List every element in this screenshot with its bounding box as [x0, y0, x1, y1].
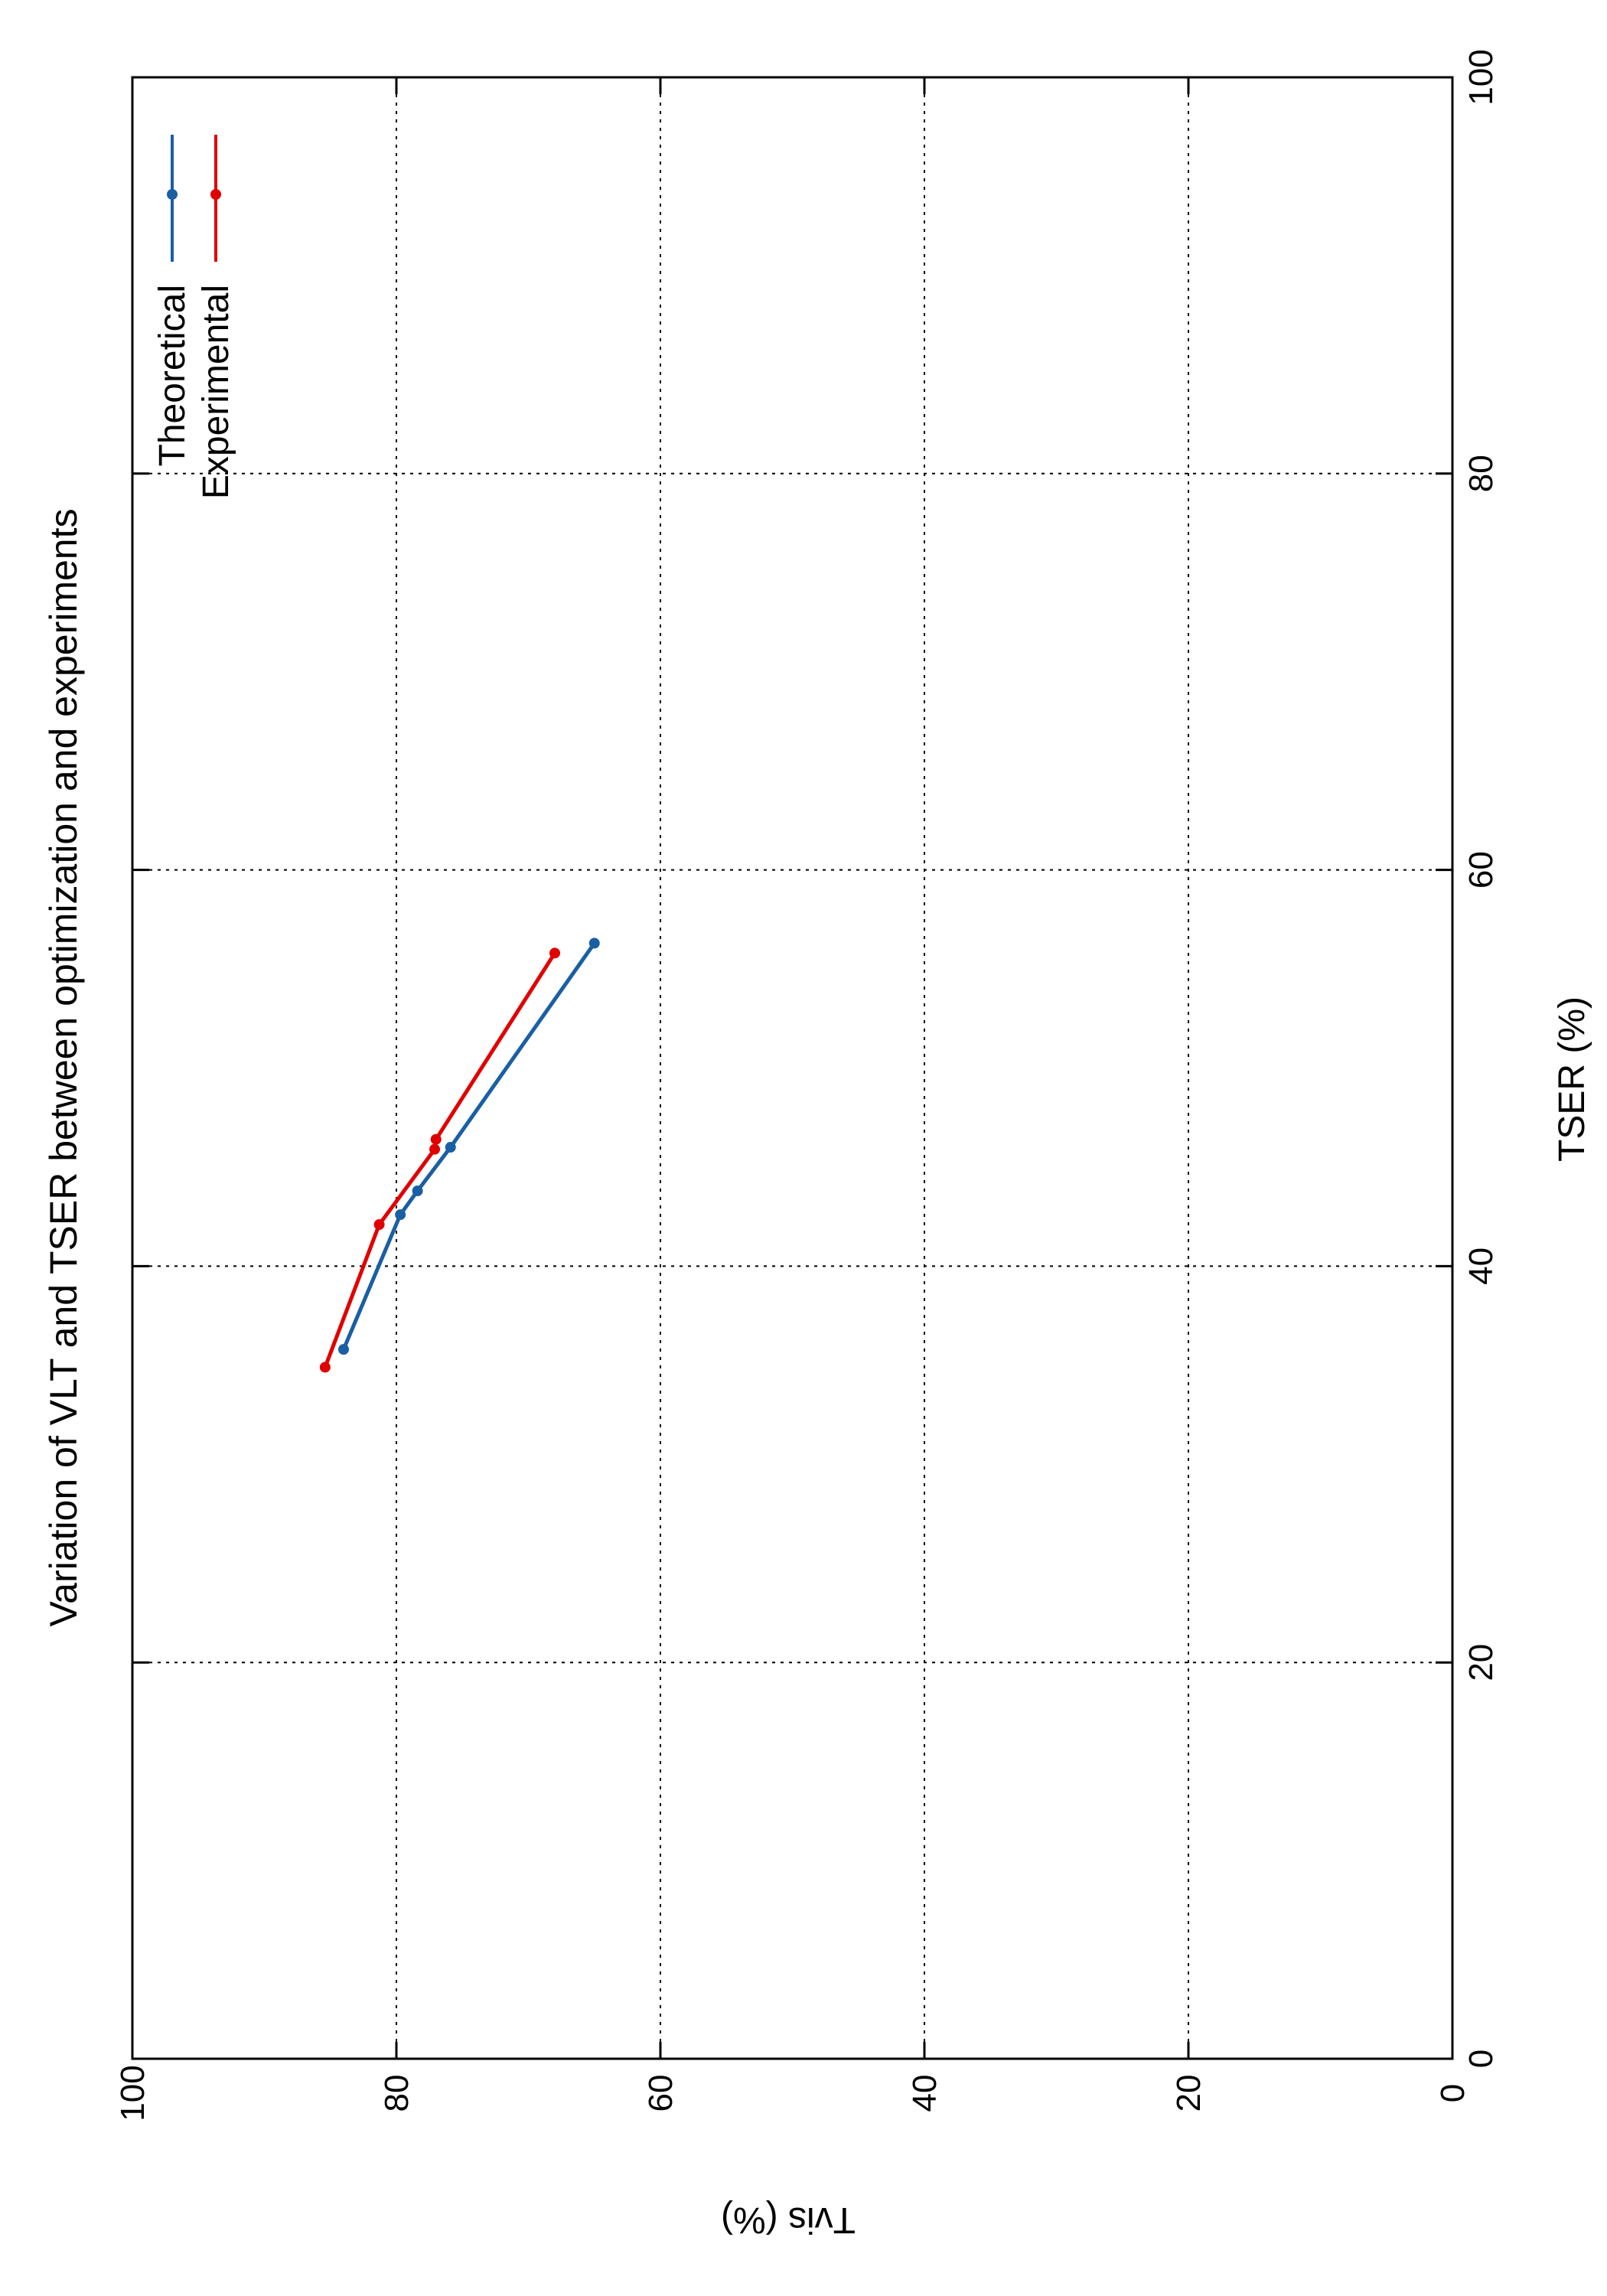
- series-theoretical: [338, 938, 600, 1355]
- plot-frame: [131, 76, 1454, 2060]
- legend-label: Experimental: [196, 285, 236, 499]
- y-axis-label: Tvis (%): [721, 2200, 856, 2240]
- x-axis-label: TSER (%): [1552, 996, 1592, 1162]
- x-tick-label: 40: [1462, 1247, 1500, 1285]
- y-tick-label: 60: [642, 2075, 680, 2112]
- x-tick-label: 80: [1462, 455, 1500, 492]
- data-point: [395, 1209, 406, 1221]
- y-tick-label: 40: [906, 2075, 944, 2112]
- y-tick-label: 80: [378, 2075, 416, 2112]
- legend-label: Theoretical: [152, 285, 193, 466]
- data-point: [338, 1344, 349, 1355]
- y-tick-label: 0: [1434, 2084, 1472, 2102]
- x-tick-label: 60: [1462, 851, 1500, 889]
- legend-item-experimental: Experimental: [196, 135, 236, 499]
- legend-swatch-point: [210, 189, 221, 200]
- data-point: [373, 1219, 385, 1231]
- legend-item-theoretical: Theoretical: [152, 135, 193, 466]
- ticks: 0 20 40 60 80 100 0 20 40 60 80 100: [114, 49, 1500, 2121]
- data-point: [430, 1133, 442, 1145]
- chart-title: Variation of VLT and TSER between optimi…: [42, 508, 85, 1626]
- grid: [132, 77, 1452, 2059]
- y-tick-label: 100: [114, 2065, 152, 2121]
- data-point: [549, 947, 560, 959]
- legend-swatch-point: [167, 189, 178, 200]
- legend: Theoretical Experimental: [152, 135, 236, 499]
- data-point: [412, 1186, 423, 1197]
- series-experimental: [319, 947, 560, 1373]
- data-point: [445, 1142, 456, 1153]
- data-point: [319, 1362, 331, 1373]
- x-tick-label: 20: [1462, 1644, 1500, 1681]
- y-tick-label: 20: [1170, 2075, 1208, 2112]
- x-tick-label: 100: [1462, 49, 1500, 105]
- data-point: [429, 1143, 441, 1155]
- x-tick-label: 0: [1462, 2050, 1500, 2068]
- series: [319, 938, 600, 1373]
- data-point: [588, 938, 600, 949]
